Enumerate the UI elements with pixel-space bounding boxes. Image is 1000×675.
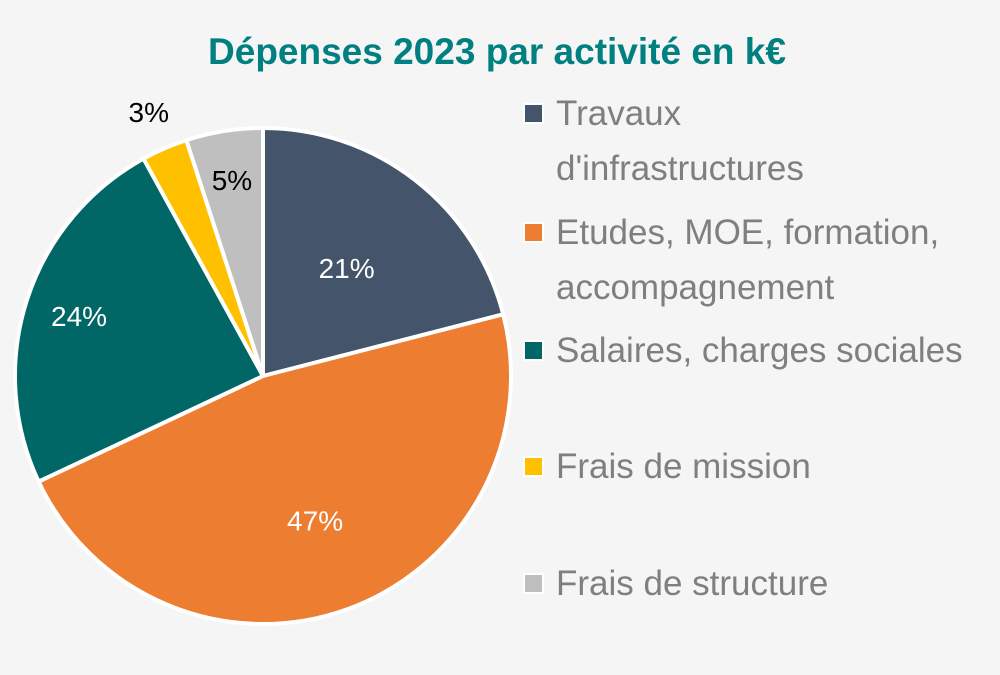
legend-item-1: Travaux d'infrastructures: [523, 94, 804, 188]
legend-swatch-5: [523, 573, 544, 594]
slice-label-5: 5%: [212, 165, 252, 196]
legend-swatch-1: [523, 103, 544, 124]
legend-label-1-line-1: Travaux: [556, 94, 682, 133]
legend-swatch-4: [523, 456, 544, 477]
slice-label-2: 47%: [287, 506, 343, 537]
legend-label-1-line-2: d'infrastructures: [556, 149, 804, 188]
legend-label-2-line-1: Etudes, MOE, formation,: [556, 213, 939, 252]
pie-slice-3: [13, 156, 265, 484]
legend-label-5-line-1: Frais de structure: [556, 564, 828, 603]
slice-labels: 21% 47% 24% 3% 5%: [51, 97, 375, 537]
slice-label-1: 21%: [319, 253, 375, 284]
slice-label-4: 3%: [129, 97, 169, 128]
legend: Travaux d'infrastructures Etudes, MOE, for…: [523, 94, 963, 603]
pie-slice-2: [36, 312, 513, 626]
legend-item-3: Salaires, charges sociales: [523, 331, 963, 370]
legend-item-4: Frais de mission: [523, 447, 811, 486]
legend-item-5: Frais de structure: [523, 564, 828, 603]
legend-label-4-line-1: Frais de mission: [556, 447, 811, 486]
legend-item-2: Etudes, MOE, formation, accompagnement: [523, 213, 939, 307]
pie-slice-1: [261, 126, 506, 378]
pie-slice-5: [184, 126, 265, 378]
chart-title: Dépenses 2023 par activité en k€: [208, 31, 786, 72]
legend-swatch-3: [523, 340, 544, 361]
legend-swatch-2: [523, 222, 544, 243]
legend-label-2-line-2: accompagnement: [556, 268, 834, 307]
legend-label-3-line-1: Salaires, charges sociales: [556, 331, 963, 370]
pie-slices: [13, 126, 513, 626]
slice-label-3: 24%: [51, 301, 107, 332]
